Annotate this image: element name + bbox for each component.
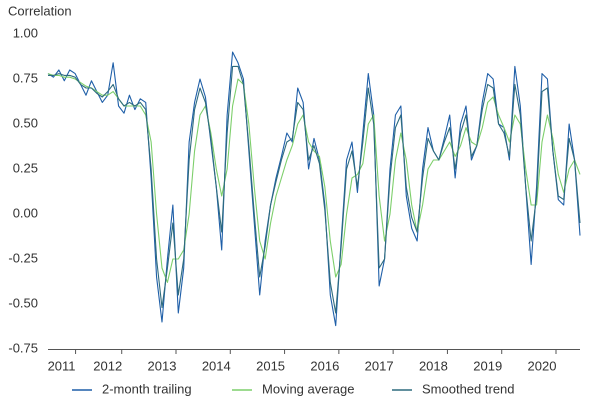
series-line: [47, 73, 581, 283]
series-line: [47, 51, 581, 327]
y-tick-label: -0.25: [8, 250, 38, 265]
y-tick-label: 0.75: [13, 70, 38, 85]
y-axis-title: Correlation: [8, 3, 72, 18]
legend-label: Smoothed trend: [422, 381, 515, 396]
x-tick-label: 2019: [473, 358, 502, 373]
legend-label: 2-month trailing: [102, 381, 192, 396]
x-tick-label: 2017: [365, 358, 394, 373]
y-tick-label: -0.75: [8, 340, 38, 355]
x-tick-label: 2014: [202, 358, 231, 373]
y-tick-label: 0.25: [13, 160, 38, 175]
x-tick-label: 2015: [256, 358, 285, 373]
x-tick-label: 2020: [528, 358, 557, 373]
y-tick-label: 1.00: [13, 25, 38, 40]
series-line: [48, 65, 581, 314]
x-tick-label: 2018: [419, 358, 448, 373]
x-tick-label: 2016: [310, 358, 339, 373]
y-tick-label: 0.00: [13, 205, 38, 220]
y-tick-label: -0.50: [8, 295, 38, 310]
x-tick-label: 2012: [93, 358, 122, 373]
x-tick-label: 2013: [148, 358, 177, 373]
y-tick-label: 0.50: [13, 115, 38, 130]
legend-label: Moving average: [262, 381, 355, 396]
x-tick-label: 2011: [48, 358, 76, 373]
